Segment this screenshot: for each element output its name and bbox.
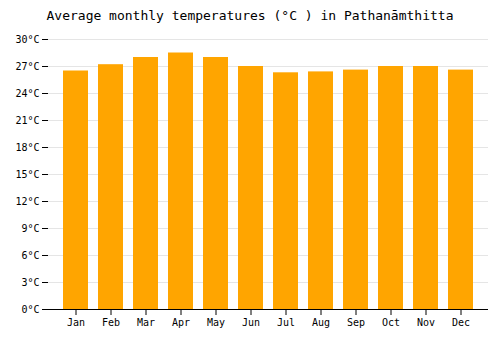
svg-text:Jan: Jan: [67, 317, 85, 328]
svg-text:May: May: [207, 317, 225, 328]
svg-text:Dec: Dec: [452, 317, 470, 328]
svg-text:3°C: 3°C: [21, 277, 39, 288]
svg-text:6°C: 6°C: [21, 250, 39, 261]
svg-text:Aug: Aug: [312, 317, 330, 328]
svg-text:27°C: 27°C: [15, 61, 39, 72]
svg-text:Nov: Nov: [417, 317, 435, 328]
svg-text:Apr: Apr: [172, 317, 190, 328]
svg-text:18°C: 18°C: [15, 142, 39, 153]
svg-text:24°C: 24°C: [15, 88, 39, 99]
svg-text:Mar: Mar: [137, 317, 155, 328]
svg-text:9°C: 9°C: [21, 223, 39, 234]
svg-text:21°C: 21°C: [15, 115, 39, 126]
svg-text:Sep: Sep: [347, 317, 365, 328]
svg-text:Jun: Jun: [242, 317, 260, 328]
svg-text:15°C: 15°C: [15, 169, 39, 180]
svg-text:Feb: Feb: [102, 317, 120, 328]
svg-text:Oct: Oct: [382, 317, 400, 328]
svg-text:12°C: 12°C: [15, 196, 39, 207]
svg-text:0°C: 0°C: [21, 304, 39, 315]
svg-text:Jul: Jul: [277, 317, 295, 328]
svg-text:30°C: 30°C: [15, 34, 39, 45]
html-text:Average monthly temperatures (: Average monthly temperatures (°C ) in Pa…: [46, 8, 454, 23]
